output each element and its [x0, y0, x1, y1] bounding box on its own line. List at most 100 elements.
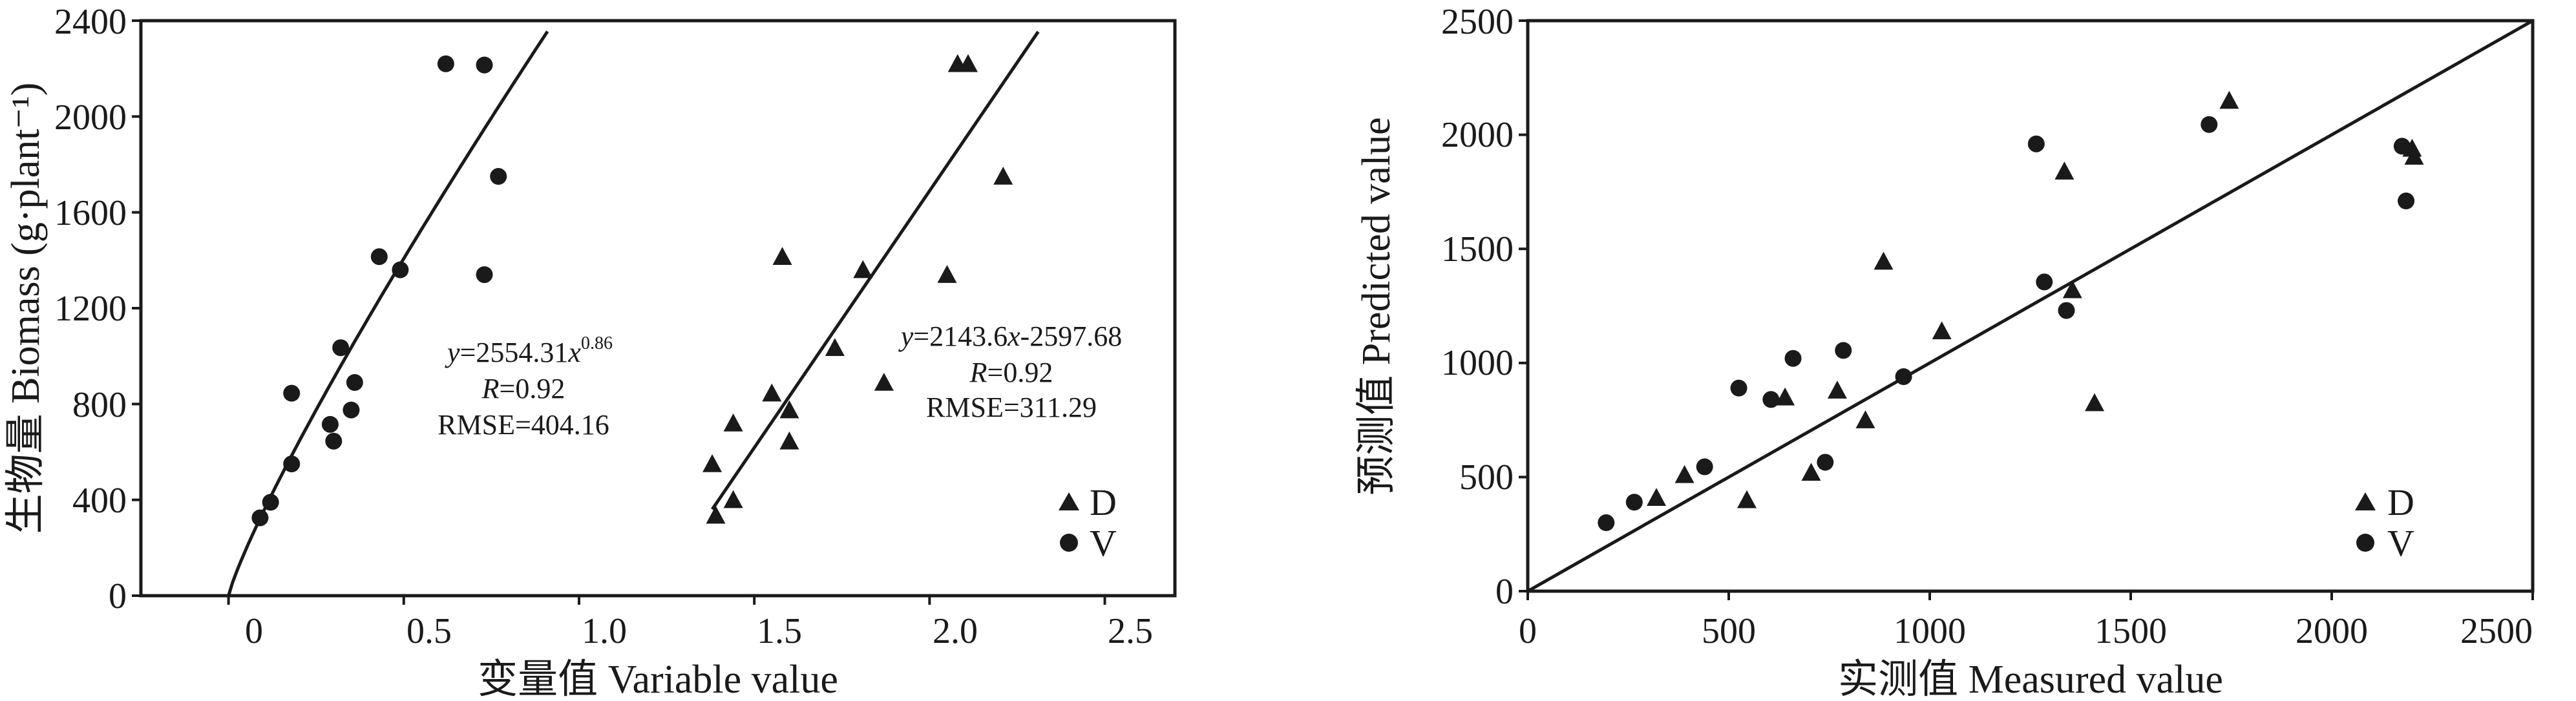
- data-point-v: [283, 455, 301, 473]
- data-point-d: [2054, 162, 2075, 180]
- fit-rmse-power: RMSE=404.16: [438, 409, 609, 441]
- left-y-tick-label: 0: [109, 576, 127, 616]
- data-point-d: [772, 247, 792, 266]
- fit-curve-power: [227, 30, 549, 596]
- legend-marker-circle: [1060, 534, 1078, 552]
- data-point-d: [723, 490, 743, 508]
- right-x-tick-label: 500: [1702, 611, 1756, 651]
- fit-equation-power: y=2554.31x0.86: [445, 333, 613, 368]
- data-point-d: [853, 260, 873, 278]
- data-point-v: [1696, 458, 1713, 476]
- data-point-d: [825, 338, 845, 356]
- left-y-tick-label: 1200: [54, 289, 127, 329]
- left-y-tick-label: 2400: [54, 2, 127, 42]
- data-point-v: [1762, 391, 1780, 408]
- data-point-d: [1674, 465, 1694, 483]
- left-x-tick-label: 2.0: [933, 611, 978, 651]
- data-point-d: [2085, 393, 2105, 412]
- right-y-tick-labels: 0 500 1000 1500 2000 2500: [1441, 2, 1514, 612]
- data-point-d: [1647, 488, 1667, 506]
- data-point-v: [490, 168, 507, 185]
- right-y-tick-label: 1500: [1441, 229, 1514, 269]
- legend-label-d: D: [2387, 481, 2414, 523]
- data-point-d: [1775, 387, 1795, 406]
- right-y-tick-label: 2500: [1441, 2, 1514, 42]
- fit-equation-linear: y=2143.6x-2597.68: [898, 320, 1123, 352]
- data-point-v: [1895, 368, 1912, 385]
- legend-label-d: D: [1090, 481, 1117, 523]
- data-point-d: [1874, 251, 1894, 270]
- right-x-tick-label: 0: [1519, 611, 1537, 651]
- legend-marker-triangle: [2355, 492, 2376, 510]
- legend-marker-triangle: [1059, 492, 1079, 510]
- left-chart: 0 0.5 1.0 1.5 2.0 2.5 0 400 800 1200 160…: [4, 2, 1177, 701]
- left-x-tick-labels: 0 0.5 1.0 1.5 2.0 2.5: [245, 611, 1153, 651]
- legend-marker-circle: [2356, 534, 2374, 552]
- data-point-v: [2058, 302, 2075, 319]
- data-point-d: [937, 265, 957, 283]
- fit-r-power: R=0.92: [481, 373, 565, 404]
- legend-label-v: V: [2387, 522, 2414, 564]
- fit-rmse-linear: RMSE=311.29: [926, 392, 1097, 423]
- data-point-d: [2219, 90, 2239, 109]
- right-y-tick-label: 500: [1459, 457, 1514, 497]
- data-point-v: [1598, 514, 1615, 532]
- right-x-tick-label: 1500: [2095, 611, 2167, 651]
- right-x-tick-label: 1000: [1894, 611, 1966, 651]
- fit-line-linear: [711, 30, 1040, 510]
- data-point-d: [958, 54, 978, 72]
- data-point-d: [723, 413, 743, 432]
- legend-label-v: V: [1090, 522, 1117, 564]
- data-point-v: [2201, 116, 2218, 133]
- left-legend: D V: [1059, 481, 1117, 564]
- data-point-v: [2036, 273, 2053, 291]
- right-y-axis-label: 预测值 Predicted value: [1355, 117, 1399, 495]
- data-point-d: [779, 400, 799, 419]
- data-point-d: [702, 454, 723, 472]
- data-point-v: [1625, 494, 1643, 511]
- data-point-v: [283, 384, 301, 402]
- data-point-d: [1827, 381, 1847, 399]
- left-x-tick-label: 2.5: [1108, 611, 1153, 651]
- data-point-v: [262, 494, 279, 511]
- data-point-v: [1817, 454, 1834, 471]
- right-y-tick-label: 2000: [1441, 115, 1514, 155]
- left-plot-frame: [139, 19, 1177, 598]
- left-plot-area: [227, 30, 1040, 596]
- data-point-v: [370, 248, 388, 266]
- right-y-tick-label: 0: [1495, 572, 1514, 612]
- left-x-tick-label: 1.5: [757, 611, 802, 651]
- left-x-tick-label: 0.5: [406, 611, 452, 651]
- data-point-v: [321, 415, 339, 433]
- data-point-v: [437, 55, 454, 72]
- left-x-tick-label: 0: [245, 611, 263, 651]
- left-y-tick-label: 400: [72, 481, 127, 521]
- left-y-tick-labels: 0 400 800 1200 1600 2000 2400: [54, 2, 127, 616]
- data-point-v: [2027, 135, 2045, 152]
- data-point-v: [332, 339, 350, 357]
- one-to-one-line: [1526, 19, 2534, 593]
- data-point-d: [762, 383, 782, 402]
- left-x-tick-label: 1.0: [582, 611, 627, 651]
- data-point-d: [1855, 410, 1875, 428]
- data-point-d: [874, 372, 894, 391]
- data-point-v: [392, 261, 409, 278]
- left-x-axis-label: 变量值 Variable value: [478, 658, 838, 701]
- left-fit-annotation-power: y=2554.31x0.86 R=0.92 RMSE=404.16: [438, 333, 613, 441]
- data-point-v: [325, 432, 343, 450]
- data-point-v: [476, 266, 493, 284]
- data-point-d: [1932, 321, 1952, 340]
- right-chart: 0 500 1000 1500 2000 2500 0 500 1000 150…: [1355, 2, 2535, 701]
- right-plot-frame: [1526, 19, 2535, 593]
- right-x-tick-labels: 0 500 1000 1500 2000 2500: [1519, 611, 2533, 651]
- right-plot-area: [1526, 19, 2534, 593]
- data-point-d: [2062, 280, 2082, 298]
- right-x-axis-label: 实测值 Measured value: [1838, 658, 2223, 701]
- data-point-v: [343, 401, 360, 419]
- right-y-tick-label: 1000: [1441, 343, 1514, 383]
- fit-r-linear: R=0.92: [969, 357, 1053, 388]
- data-point-d: [706, 505, 726, 524]
- data-point-v: [476, 56, 493, 74]
- left-y-axis-label: 生物量 Biomass (g·plant⁻¹): [4, 83, 48, 534]
